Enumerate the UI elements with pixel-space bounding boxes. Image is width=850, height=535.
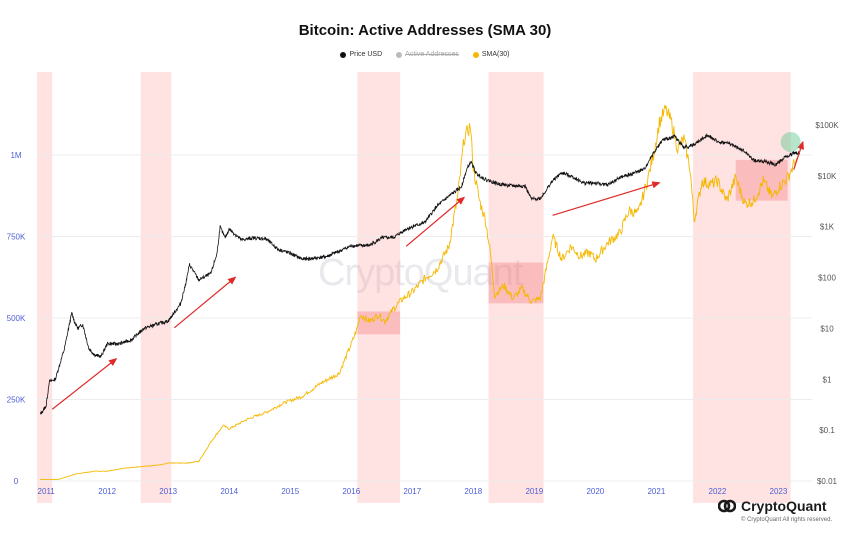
y-left-tick-label: 1M: [10, 151, 21, 160]
y-right-tick-label: $10: [820, 324, 834, 333]
x-tick-label: 2019: [525, 487, 543, 496]
price-usd-series-line: [40, 132, 801, 415]
shaded-box: [735, 159, 788, 201]
shaded-box: [357, 311, 401, 335]
y-right-tick-label: $10K: [818, 172, 837, 181]
legend-label: Active Addresses: [405, 51, 459, 58]
trend-arrow: [552, 181, 661, 216]
x-tick-label: 2016: [342, 487, 360, 496]
shaded-period: [693, 72, 791, 503]
x-tick-label: 2021: [647, 487, 665, 496]
shaded-period: [37, 72, 53, 503]
y-left-tick-label: 500K: [7, 314, 26, 323]
legend-dot-icon: [396, 51, 403, 58]
chart-title: Bitcoin: Active Addresses (SMA 30): [298, 22, 552, 39]
x-tick-label: 2023: [770, 487, 788, 496]
y-right-tick-label: $1K: [820, 223, 835, 232]
brand-logo: CryptoQuant: [718, 498, 827, 514]
trend-arrow: [51, 358, 118, 410]
y-right-tick-label: $0.1: [819, 426, 835, 435]
x-tick-label: 2012: [98, 487, 116, 496]
legend-dot-icon: [340, 51, 347, 58]
legend-label: SMA(30): [481, 51, 510, 58]
watermark: CryptoQuant: [318, 252, 523, 294]
y-left-tick-label: 250K: [7, 396, 26, 405]
x-tick-label: 2011: [38, 487, 56, 496]
legend-item-sma30[interactable]: SMA(30): [472, 51, 510, 58]
legend: Price USD Active Addresses SMA(30): [0, 51, 850, 58]
y-left-tick-label: 0: [14, 477, 19, 486]
legend-item-active-addresses[interactable]: Active Addresses: [396, 51, 459, 58]
y-right-tick-label: $0.01: [817, 477, 838, 486]
brand-name: CryptoQuant: [741, 498, 827, 514]
y-left-tick-label: 750K: [7, 233, 26, 242]
x-tick-label: 2015: [281, 487, 299, 496]
shaded-period: [357, 72, 401, 503]
legend-dot-icon: [472, 51, 479, 58]
y-right-tick-label: $100: [818, 274, 836, 283]
x-tick-label: 2014: [220, 487, 238, 496]
shaded-box: [488, 262, 544, 304]
cryptoquant-logo-icon: [718, 499, 736, 513]
x-tick-label: 2017: [403, 487, 421, 496]
trend-arrow: [173, 276, 237, 329]
x-tick-label: 2020: [586, 487, 604, 496]
copyright-text: © CryptoQuant All rights reserved.: [741, 517, 833, 523]
highlight-circle: [780, 131, 801, 152]
legend-label: Price USD: [349, 51, 383, 58]
x-tick-label: 2022: [709, 487, 727, 496]
sma30-series-line: [40, 104, 798, 480]
y-right-tick-label: $1: [823, 375, 832, 384]
trend-arrow: [793, 140, 805, 170]
trend-arrow: [405, 196, 466, 247]
x-tick-label: 2013: [159, 487, 177, 496]
shaded-period: [140, 72, 172, 503]
shaded-period: [488, 72, 544, 503]
legend-item-price[interactable]: Price USD: [340, 51, 382, 58]
x-tick-label: 2018: [464, 487, 482, 496]
y-right-tick-label: $100K: [815, 121, 839, 130]
